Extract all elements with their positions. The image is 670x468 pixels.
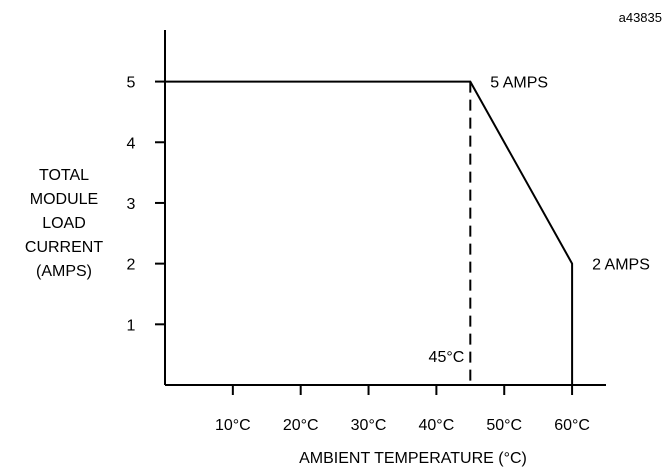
x-tick-label: 10°C bbox=[215, 417, 251, 434]
y-axis-label: TOTAL MODULE LOAD CURRENT (AMPS) bbox=[14, 164, 114, 284]
point-annotation: 5 AMPS bbox=[490, 75, 548, 92]
reference-line-label: 45°C bbox=[429, 349, 465, 366]
point-annotation: 2 AMPS bbox=[592, 257, 650, 274]
y-axis-label-line: (AMPS) bbox=[36, 263, 92, 280]
x-tick-label: 60°C bbox=[554, 417, 590, 434]
ticks: 1 2 3 4 5 10°C 20°C 30°C 40°C 50°C 60°C bbox=[127, 75, 590, 434]
axes bbox=[164, 30, 606, 386]
y-tick-label: 5 bbox=[127, 75, 136, 92]
y-axis-label-line: CURRENT bbox=[24, 239, 104, 256]
y-tick-label: 3 bbox=[127, 196, 136, 213]
figure-id: a43835 bbox=[618, 10, 662, 25]
y-tick-label: 4 bbox=[127, 135, 136, 152]
derating-curve bbox=[165, 80, 574, 385]
y-tick-label: 1 bbox=[127, 317, 136, 334]
x-tick-label: 20°C bbox=[283, 417, 319, 434]
x-tick-label: 50°C bbox=[486, 417, 522, 434]
y-tick-label: 2 bbox=[127, 257, 136, 274]
x-axis-label: AMBIENT TEMPERATURE (°C) bbox=[299, 450, 527, 467]
y-axis-label-line: LOAD bbox=[42, 215, 86, 232]
annotations: 45°C 5 AMPS 2 AMPS bbox=[429, 75, 650, 366]
y-axis-label-line: MODULE bbox=[29, 191, 99, 208]
x-tick-label: 30°C bbox=[351, 417, 387, 434]
series bbox=[165, 80, 574, 385]
x-tick-label: 40°C bbox=[419, 417, 455, 434]
y-axis-label-line: TOTAL bbox=[38, 167, 90, 184]
